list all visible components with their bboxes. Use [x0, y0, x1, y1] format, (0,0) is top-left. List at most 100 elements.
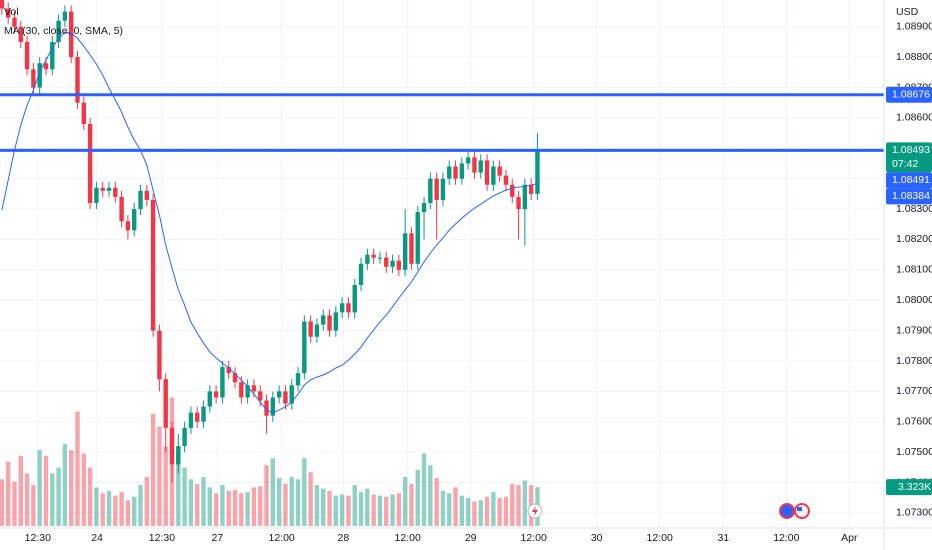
volume-bar [251, 487, 257, 526]
candle-body [138, 190, 143, 210]
volume-bar [245, 492, 250, 526]
volume-bar [18, 455, 23, 526]
volume-bar [365, 488, 370, 526]
volume-bar [201, 476, 206, 526]
candle-body [270, 397, 276, 416]
volume-bar [113, 495, 118, 526]
volume-bar [68, 450, 74, 526]
volume-bar [157, 426, 162, 526]
event-flag[interactable] [779, 503, 795, 519]
x-tick-label: 12:00 [773, 532, 799, 544]
ma-line [1, 31, 538, 414]
volume-bar [415, 469, 420, 526]
candle-body [447, 166, 452, 179]
volume-bar [163, 446, 168, 526]
volume-bar [5, 461, 11, 526]
candle-body [465, 157, 471, 164]
candle-body [207, 391, 213, 407]
candle-body [100, 187, 105, 191]
candle-body [327, 315, 332, 331]
volume-bar [352, 485, 357, 526]
volume-bar [138, 485, 143, 526]
candle-body [188, 412, 194, 428]
price-tag-box [886, 142, 932, 173]
candle-body [409, 233, 414, 264]
grid [0, 0, 884, 528]
y-tick-label: 1.08800 [896, 51, 932, 63]
candle-body [384, 257, 389, 267]
candle-body [333, 312, 339, 331]
volume-bar [302, 458, 307, 526]
candle-body [365, 254, 370, 264]
candle-body [157, 330, 162, 380]
candle-body [346, 303, 351, 313]
candle-body [428, 178, 433, 203]
volume-bar [472, 501, 477, 526]
x-tick-label: 27 [212, 532, 224, 544]
volume-bar [384, 496, 389, 526]
candle-body [62, 11, 68, 21]
volume-bar [295, 479, 301, 526]
y-tick-label: 1.08200 [896, 233, 932, 245]
volume-bar [0, 479, 5, 526]
candle-body [377, 257, 383, 259]
y-tick-label: 1.08300 [896, 203, 932, 215]
candle-body [125, 221, 131, 231]
candle-body [150, 199, 156, 331]
volume-bar [258, 486, 263, 526]
volume-bar [62, 444, 68, 526]
volume-bar [270, 458, 276, 526]
candle-body [264, 400, 269, 416]
candle-body [472, 157, 477, 173]
candle-body [510, 184, 515, 197]
volume-bar [232, 489, 238, 526]
y-tick-label: 1.07600 [896, 416, 932, 428]
candle-body [31, 69, 36, 88]
candle-body [106, 187, 112, 191]
candle-body [396, 260, 402, 270]
volume-bar [144, 476, 150, 526]
candle-body [295, 373, 301, 386]
candle-body [169, 427, 175, 465]
y-tick-label: 1.08600 [896, 112, 932, 124]
volume-bar [510, 483, 515, 526]
volume-bar [220, 485, 225, 526]
candle-body [453, 166, 458, 179]
candle-body [220, 367, 225, 398]
volume-bar [497, 497, 502, 526]
candle-body [12, 17, 17, 27]
candle-body [421, 202, 427, 213]
candle-body [321, 315, 326, 325]
flag-canton [797, 507, 802, 511]
x-tick-label: 12:30 [149, 532, 175, 544]
volume-bar [459, 495, 465, 526]
candle-body [528, 184, 534, 194]
candle-body [43, 63, 49, 70]
volume-bar [239, 493, 244, 526]
volume-bar [484, 496, 490, 526]
volume-bar [346, 495, 351, 526]
x-tick-label: Apr [841, 532, 858, 544]
x-tick-label: 12:00 [647, 532, 673, 544]
volume-bar [56, 467, 61, 526]
candle-body [402, 233, 408, 270]
candle-body [497, 166, 502, 176]
x-tick-label: 12:00 [269, 532, 295, 544]
volume-bar [327, 490, 332, 526]
candle-body [522, 184, 528, 210]
candle-body [68, 11, 74, 58]
candle-body [239, 382, 244, 398]
candle-body [339, 303, 345, 313]
volume-bar [314, 485, 320, 526]
y-tick-label: 1.07800 [896, 355, 932, 367]
volume-bar [213, 493, 219, 526]
plot-area [0, 0, 884, 526]
candle-body [5, 8, 11, 18]
candle-body [289, 385, 294, 404]
candle-body [415, 212, 420, 264]
volume-bar [308, 472, 313, 526]
candle-body [56, 20, 61, 42]
price-tag-label: 1.08491 [892, 174, 930, 186]
